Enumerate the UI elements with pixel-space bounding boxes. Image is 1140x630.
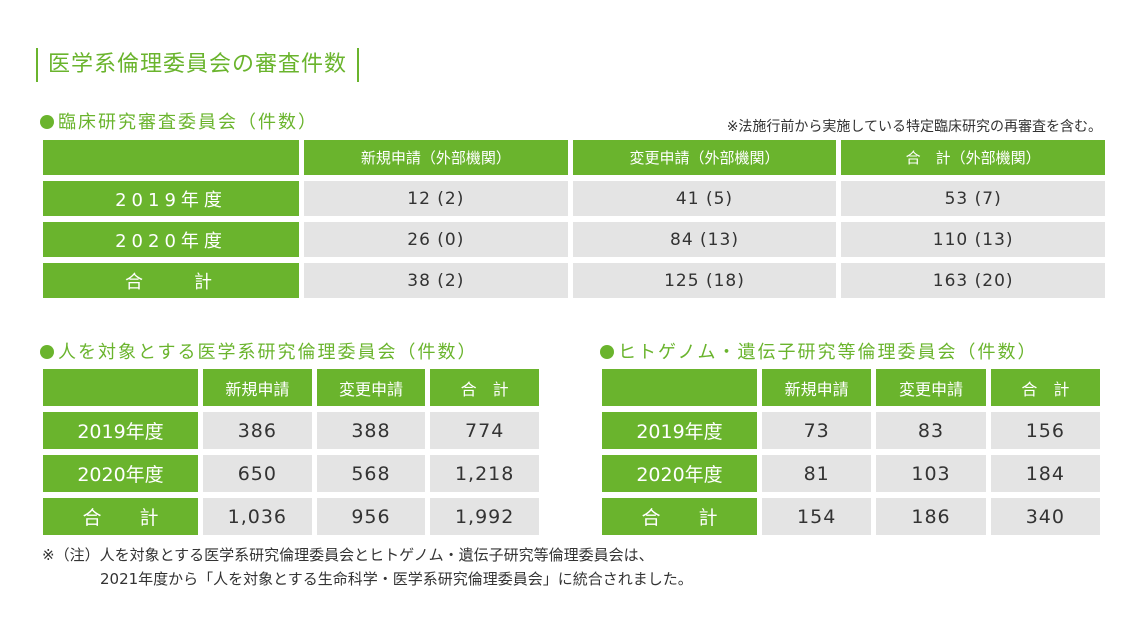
bullet-dot-icon: [40, 115, 54, 129]
table-row: 2019年度 12 (2) 41 (5) 53 (7): [43, 181, 1105, 216]
clinical-research-table: 新規申請（外部機関） 変更申請（外部機関） 合 計（外部機関） 2019年度 1…: [38, 134, 1110, 304]
table-row: 2020年度 81 103 184: [602, 455, 1100, 492]
value-cell: 1,992: [430, 498, 539, 535]
header-corner-cell: [43, 369, 198, 406]
header-cell: 変更申請: [876, 369, 986, 406]
value-cell: 774: [430, 412, 539, 449]
genome-research-ethics-table: 新規申請 変更申請 合 計 2019年度 73 83 156 2020年度 81…: [597, 363, 1105, 541]
row-label: 合 計: [43, 498, 198, 535]
section1-heading-text: 臨床研究審査委員会（件数）: [58, 112, 318, 133]
value-cell: 1,218: [430, 455, 539, 492]
footnote-line-1: ※（注）人を対象とする医学系研究倫理委員会とヒトゲノム・遺伝子研究等倫理委員会は…: [42, 546, 654, 564]
value-cell: 38 (2): [304, 263, 568, 298]
section2-heading-text: 人を対象とする医学系研究倫理委員会（件数）: [58, 342, 478, 363]
table-header-row: 新規申請（外部機関） 変更申請（外部機関） 合 計（外部機関）: [43, 140, 1105, 175]
table-row: 2020年度 650 568 1,218: [43, 455, 539, 492]
bullet-dot-icon: [600, 345, 614, 359]
value-cell: 1,036: [203, 498, 312, 535]
header-cell: 合 計（外部機関）: [841, 140, 1105, 175]
header-cell: 合 計: [430, 369, 539, 406]
table-row-total: 合 計 38 (2) 125 (18) 163 (20): [43, 263, 1105, 298]
row-label: 2020年度: [43, 455, 198, 492]
table-row: 2019年度 73 83 156: [602, 412, 1100, 449]
section1-note: ※法施行前から実施している特定臨床研究の再審査を含む。: [726, 119, 1102, 135]
table-row-total: 合 計 154 186 340: [602, 498, 1100, 535]
value-cell: 650: [203, 455, 312, 492]
header-cell: 新規申請（外部機関）: [304, 140, 568, 175]
value-cell: 386: [203, 412, 312, 449]
header-cell: 新規申請: [762, 369, 872, 406]
row-label: 2019年度: [43, 412, 198, 449]
header-cell: 変更申請: [316, 369, 426, 406]
header-corner-cell: [602, 369, 757, 406]
row-label: 2020年度: [602, 455, 757, 492]
table-row-total: 合 計 1,036 956 1,992: [43, 498, 539, 535]
row-label: 合 計: [43, 263, 299, 298]
value-cell: 83: [876, 412, 986, 449]
table-header-row: 新規申請 変更申請 合 計: [602, 369, 1100, 406]
table-row: 2020年度 26 (0) 84 (13) 110 (13): [43, 222, 1105, 257]
value-cell: 568: [316, 455, 426, 492]
value-cell: 26 (0): [304, 222, 568, 257]
value-cell: 388: [316, 412, 426, 449]
footnote-line-2: 2021年度から「人を対象とする生命科学・医学系研究倫理委員会」に統合されました…: [100, 570, 693, 588]
header-corner-cell: [43, 140, 299, 175]
value-cell: 81: [762, 455, 872, 492]
value-cell: 956: [316, 498, 426, 535]
value-cell: 340: [990, 498, 1100, 535]
row-label: 合 計: [602, 498, 757, 535]
header-cell: 変更申請（外部機関）: [572, 140, 837, 175]
bullet-dot-icon: [40, 345, 54, 359]
table-header-row: 新規申請 変更申請 合 計: [43, 369, 539, 406]
value-cell: 184: [990, 455, 1100, 492]
page-title: 医学系倫理委員会の審査件数: [36, 48, 360, 82]
value-cell: 103: [876, 455, 986, 492]
value-cell: 12 (2): [304, 181, 568, 216]
row-label: 2019年度: [43, 181, 299, 216]
header-cell: 新規申請: [203, 369, 312, 406]
value-cell: 73: [762, 412, 872, 449]
value-cell: 154: [762, 498, 872, 535]
value-cell: 84 (13): [572, 222, 837, 257]
value-cell: 156: [990, 412, 1100, 449]
value-cell: 41 (5): [572, 181, 837, 216]
section3-heading: ヒトゲノム・遺伝子研究等倫理委員会（件数）: [600, 342, 1037, 364]
section3-heading-text: ヒトゲノム・遺伝子研究等倫理委員会（件数）: [618, 342, 1038, 363]
value-cell: 125 (18): [572, 263, 837, 298]
row-label: 2020年度: [43, 222, 299, 257]
value-cell: 163 (20): [841, 263, 1105, 298]
section2-heading: 人を対象とする医学系研究倫理委員会（件数）: [40, 342, 477, 364]
row-label: 2019年度: [602, 412, 757, 449]
table-row: 2019年度 386 388 774: [43, 412, 539, 449]
value-cell: 110 (13): [841, 222, 1105, 257]
medical-research-ethics-table: 新規申請 変更申請 合 計 2019年度 386 388 774 2020年度 …: [38, 363, 544, 541]
header-cell: 合 計: [990, 369, 1100, 406]
value-cell: 186: [876, 498, 986, 535]
value-cell: 53 (7): [841, 181, 1105, 216]
section1-heading: 臨床研究審査委員会（件数）: [40, 112, 318, 134]
